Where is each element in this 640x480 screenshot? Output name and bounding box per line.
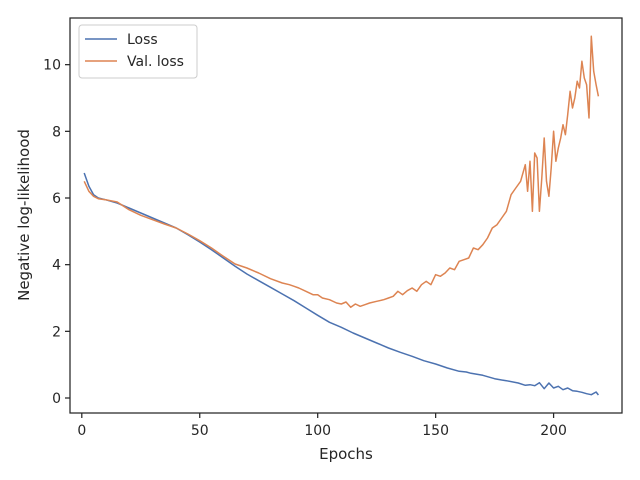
plot-frame (69, 17, 623, 414)
x-tick-label: 150 (422, 423, 449, 439)
y-tick-label: 4 (52, 258, 61, 274)
plot-background (70, 18, 622, 413)
legend-label: Val. loss (127, 54, 184, 70)
series-line-val-loss (83, 35, 600, 309)
x-tick-label: 0 (77, 423, 86, 439)
y-tick-label: 0 (52, 391, 61, 407)
legend: Loss Val. loss (78, 24, 198, 79)
x-tick-label: 50 (191, 423, 209, 439)
series-lines (83, 35, 600, 396)
y-tick-label: 2 (52, 324, 61, 340)
x-axis-label: Epochs (319, 445, 373, 463)
y-axis-label: Negative log-likelihood (15, 129, 33, 301)
y-tick-label: 10 (43, 58, 61, 74)
x-tick-label: 100 (304, 423, 331, 439)
y-axis: 0 2 4 6 8 10 (43, 58, 70, 407)
legend-label: Loss (127, 32, 158, 48)
x-tick-label: 200 (540, 423, 567, 439)
y-tick-label: 8 (52, 124, 61, 140)
x-axis: 0 50 100 150 200 (77, 413, 567, 439)
y-tick-label: 6 (52, 191, 61, 207)
